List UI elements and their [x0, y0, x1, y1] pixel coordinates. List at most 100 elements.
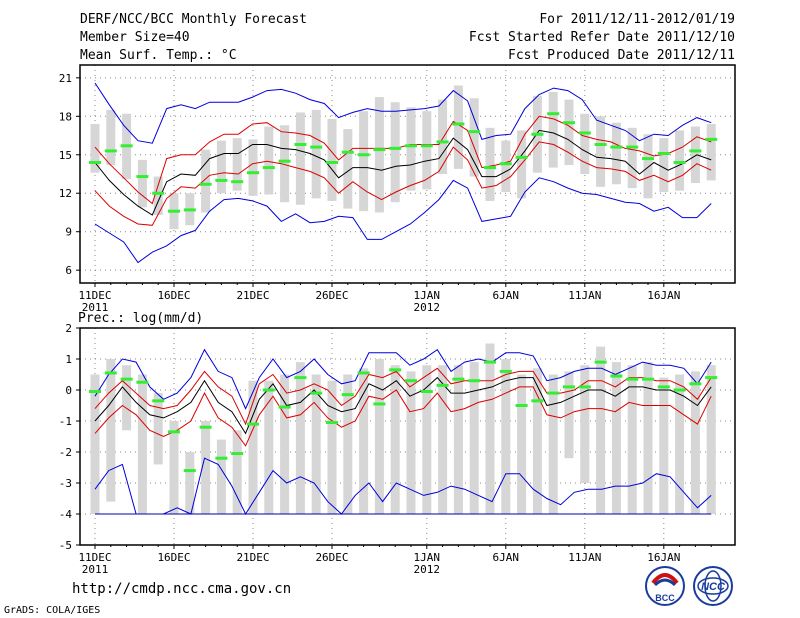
median-marker [231, 180, 244, 184]
ensemble-box [201, 421, 211, 514]
median-marker [515, 155, 528, 159]
median-marker [89, 390, 101, 394]
bcc-logo: BCC [644, 565, 686, 607]
median-marker [499, 162, 512, 166]
median-marker [89, 160, 101, 164]
plot-frame [79, 327, 736, 546]
median-marker [436, 140, 449, 144]
grads-credit: GrADS: COLA/IGES [4, 605, 101, 616]
median-marker [547, 112, 560, 116]
ensemble-box [643, 362, 653, 514]
median-marker [136, 175, 149, 179]
variable-label: Mean Surf. Temp.: °C [80, 48, 237, 63]
x-tick-label: 11JAN [568, 551, 601, 564]
median-marker [468, 130, 481, 134]
forecast-produced-date: Fcst Produced Date 2011/12/11 [508, 48, 735, 63]
series-line-upper [94, 115, 712, 205]
median-marker [310, 391, 323, 395]
median-marker [231, 452, 244, 456]
median-marker [152, 399, 165, 403]
ensemble-box [122, 365, 132, 431]
median-marker [705, 376, 718, 380]
y-tick-label: -4 [59, 508, 73, 521]
y-tick-label: 15 [59, 149, 72, 162]
x-tick-label: 21DEC [236, 289, 269, 302]
median-marker [531, 399, 544, 403]
ensemble-box [248, 139, 258, 196]
median-marker [326, 160, 338, 164]
median-marker [563, 385, 575, 389]
median-marker [262, 388, 275, 392]
ensemble-box [343, 374, 353, 514]
ensemble-box [248, 380, 258, 514]
x-tick-label: 6JAN [493, 551, 520, 564]
ensemble-box [153, 393, 163, 465]
ensemble-box [564, 371, 574, 459]
median-marker [531, 132, 544, 136]
chart-title: DERF/NCC/BCC Monthly Forecast [80, 12, 307, 27]
ensemble-box [438, 99, 448, 174]
ensemble-box [548, 91, 558, 168]
ensemble-box [280, 125, 290, 203]
ensemble-box [564, 99, 574, 166]
y-tick-label: 12 [59, 187, 72, 200]
median-marker [642, 157, 654, 161]
median-marker [341, 150, 354, 154]
ensemble-box [438, 365, 448, 514]
median-marker [215, 178, 228, 182]
ensemble-box [90, 374, 100, 514]
median-marker [310, 145, 323, 149]
ensemble-box [453, 85, 463, 169]
ensemble-box [311, 109, 321, 199]
median-marker [547, 391, 560, 395]
ensemble-box [596, 116, 606, 187]
median-marker [405, 144, 417, 148]
series-line-max [94, 82, 712, 144]
median-marker [657, 385, 670, 389]
median-marker [373, 402, 386, 406]
ensemble-box [453, 365, 463, 514]
ensemble-box [627, 127, 637, 189]
ensemble-box [185, 452, 195, 514]
ensemble-box [374, 359, 384, 514]
series-line-upper [94, 367, 712, 426]
ensemble-box [611, 122, 621, 185]
ensemble-box [153, 176, 163, 216]
ensemble-box [106, 109, 116, 166]
ensemble-box [359, 368, 369, 514]
series-line-mean [94, 129, 712, 216]
median-marker [278, 405, 291, 409]
y-tick-label: 1 [65, 353, 72, 366]
median-marker [215, 456, 228, 460]
median-marker [484, 360, 496, 364]
median-marker [436, 383, 449, 387]
ensemble-box [327, 118, 337, 201]
median-marker [183, 469, 196, 473]
median-marker [673, 160, 686, 164]
median-marker [484, 166, 496, 170]
y-tick-label: 6 [65, 264, 72, 277]
ensemble-box [232, 430, 242, 514]
ensemble-box [106, 359, 116, 502]
ensemble-box [659, 138, 669, 192]
series-line-lower [94, 386, 712, 447]
median-marker [183, 208, 196, 212]
median-marker [499, 369, 512, 373]
ensemble-box [374, 97, 384, 213]
ensemble-box [343, 129, 353, 209]
ensemble-box [596, 346, 606, 514]
ensemble-box [643, 134, 653, 199]
median-marker [563, 121, 575, 125]
x-tick-label: 26DEC [315, 289, 348, 302]
median-marker [515, 404, 528, 407]
ensemble-box [611, 362, 621, 514]
ensemble-box [548, 374, 558, 514]
median-marker [247, 171, 259, 175]
footer-url[interactable]: http://cmdp.ncc.cma.gov.cn [72, 581, 292, 597]
ensemble-box [295, 362, 305, 514]
x-tick-label: 16DEC [157, 289, 190, 302]
ensemble-box [216, 140, 226, 194]
median-marker [689, 149, 702, 153]
